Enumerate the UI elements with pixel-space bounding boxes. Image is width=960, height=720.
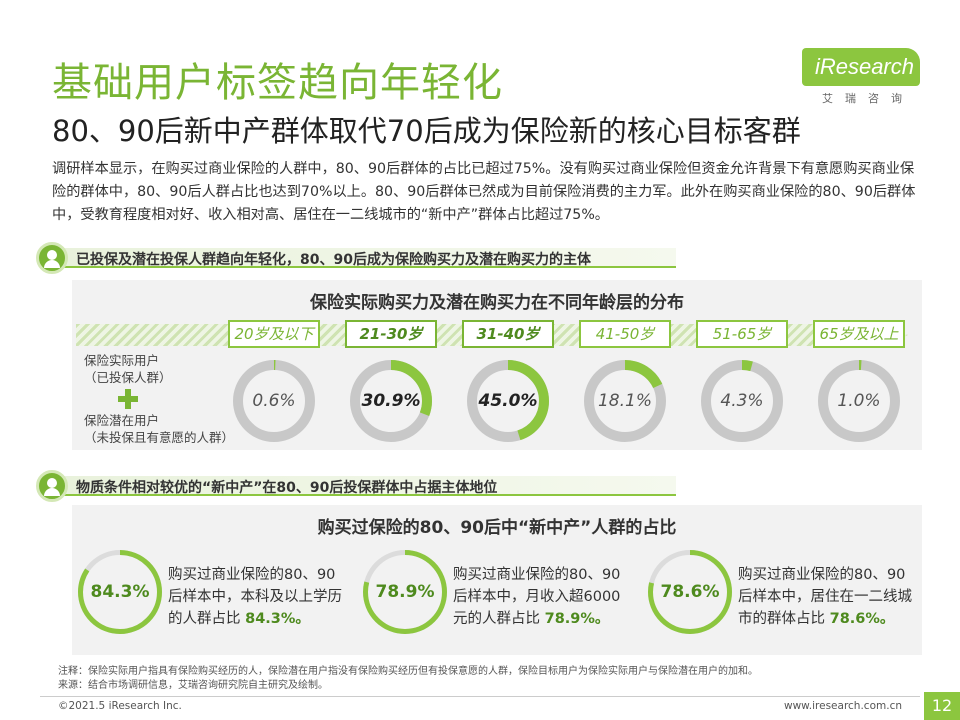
legend-potential-sub: （未投保且有意愿的人群）	[84, 430, 235, 445]
age-donut-ring-5	[818, 360, 900, 442]
age-donut-0: 0.6%	[233, 360, 315, 442]
intro-paragraph: 调研样本显示，在购买过商业保险的人群中，80、90后群体的占比已超过75%。没有…	[52, 161, 916, 223]
age-donut-label-4: 4.3%	[720, 391, 764, 411]
age-donut-ring-1-arc	[350, 360, 432, 442]
age-donut-ring-2-arc	[467, 360, 549, 442]
card-highlight-0: 84.3%。	[245, 611, 310, 627]
user-icon	[36, 470, 68, 502]
copyright: ©2021.5 iResearch Inc.	[58, 700, 182, 712]
age-donut-label-3: 18.1%	[597, 391, 652, 411]
age-tab-2: 31-40岁	[462, 320, 554, 348]
page-subtitle: 80、90后新中产群体取代70后成为保险新的核心目标客群	[52, 114, 801, 148]
page-title: 基础用户标签趋向年轻化	[52, 60, 503, 106]
footnote-source: 来源：结合市场调研信息，艾瑞咨询研究院自主研究及绘制。	[58, 680, 328, 691]
section2-bar	[60, 476, 676, 496]
age-donut-ring-5-arc	[818, 360, 900, 442]
section1-label: 已投保及潜在投保人群趋向年轻化，80、90后成为保险购买力及潜在购买力的主体	[76, 252, 591, 268]
age-donut-ring-4-arc	[701, 360, 783, 442]
age-donut-1: 30.9%	[350, 360, 432, 442]
website-link[interactable]: www.iresearch.com.cn	[783, 700, 902, 712]
age-donut-5: 1.0%	[818, 360, 900, 442]
age-donut-ring-0	[233, 360, 315, 442]
legend-potential: 保险潜在用户 （未投保且有意愿的人群）	[84, 412, 234, 446]
age-donut-4: 4.3%	[701, 360, 783, 442]
age-tab-4: 51-65岁	[696, 320, 788, 348]
card-donut-ring-2	[648, 550, 732, 634]
card-text-1: 购买过商业保险的80、90后样本中，月收入超6000元的人群占比 78.9%。	[453, 564, 633, 630]
age-donut-label-2: 45.0%	[478, 391, 538, 411]
legend-actual-label: 保险实际用户	[84, 353, 160, 368]
logo-badge	[802, 48, 920, 86]
card-donut-ring-0	[78, 550, 162, 634]
card-text-2: 购买过商业保险的80、90后样本中，居住在一二线城市的群体占比 78.6%。	[738, 564, 918, 630]
card-donut-1: 78.9%	[363, 550, 447, 634]
stat-card-0: 84.3% 购买过商业保险的80、90后样本中，本科及以上学历的人群占比 84.3…	[78, 550, 350, 634]
plus-icon	[118, 389, 138, 409]
card-highlight-1: 78.9%。	[544, 611, 610, 627]
stat-card-2: 78.6% 购买过商业保险的80、90后样本中，居住在一二线城市的群体占比 78.…	[648, 550, 920, 634]
card-donut-ring-1	[363, 550, 447, 634]
footnote: 注释：保险实际用户指具有保险购买经历的人，保险潜在用户指没有保险购买经历但有投保…	[58, 665, 758, 693]
section1-bar	[60, 248, 676, 268]
legend-potential-label: 保险潜在用户	[84, 413, 160, 428]
age-tab-5: 65岁及以上	[813, 320, 905, 348]
age-donut-label-1: 30.9%	[361, 391, 421, 411]
age-donut-ring-0-arc	[233, 360, 315, 442]
card-donut-ring-0-arc	[78, 550, 162, 634]
logo-cn: 艾瑞咨询	[822, 92, 914, 105]
legend-actual: 保险实际用户 （已投保人群）	[84, 352, 172, 386]
card-donut-2: 78.6%	[648, 550, 732, 634]
footer-divider	[40, 696, 920, 697]
card-desc-1: 购买过商业保险的80、90后样本中，月收入超6000元的人群占比	[453, 567, 621, 627]
iresearch-logo: iResearch 艾瑞咨询	[780, 48, 920, 108]
legend-actual-sub: （已投保人群）	[84, 370, 172, 385]
chart2-title: 购买过保险的80、90后中“新中产”人群的占比	[317, 518, 677, 538]
card-value-0: 84.3%	[90, 582, 150, 602]
card-donut-0: 84.3%	[78, 550, 162, 634]
age-tab-1: 21-30岁	[345, 320, 437, 348]
section2-header: 物质条件相对较优的“新中产”在80、90后投保群体中占据主体地位	[36, 470, 676, 502]
age-donut-ring-3	[584, 360, 666, 442]
section2-label: 物质条件相对较优的“新中产”在80、90后投保群体中占据主体地位	[76, 480, 498, 496]
age-tab-0: 20岁及以下	[228, 320, 320, 348]
age-donut-3: 18.1%	[584, 360, 666, 442]
card-value-2: 78.6%	[660, 582, 720, 602]
card-donut-ring-1-arc	[363, 550, 447, 634]
card-value-1: 78.9%	[375, 582, 435, 602]
user-icon	[36, 242, 68, 274]
card-desc-0: 购买过商业保险的80、90后样本中，本科及以上学历的人群占比	[168, 567, 342, 627]
age-donut-ring-2	[467, 360, 549, 442]
card-desc-2: 购买过商业保险的80、90后样本中，居住在一二线城市的群体占比	[738, 567, 912, 627]
stat-card-1: 78.9% 购买过商业保险的80、90后样本中，月收入超6000元的人群占比 78…	[363, 550, 635, 634]
page-number: 12	[924, 692, 960, 720]
chart1-title: 保险实际购买力及潜在购买力在不同年龄层的分布	[310, 293, 684, 313]
footnote-note: 注释：保险实际用户指具有保险购买经历的人，保险潜在用户指没有保险购买经历但有投保…	[58, 666, 758, 677]
age-donut-label-0: 0.6%	[252, 391, 296, 411]
card-donut-ring-2-arc	[648, 550, 732, 634]
age-donut-label-5: 1.0%	[837, 391, 881, 411]
age-donut-ring-1	[350, 360, 432, 442]
card-highlight-2: 78.6%。	[829, 611, 895, 627]
age-donut-ring-3-arc	[584, 360, 666, 442]
card-text-0: 购买过商业保险的80、90后样本中，本科及以上学历的人群占比 84.3%。	[168, 564, 348, 630]
age-donut-2: 45.0%	[467, 360, 549, 442]
age-tab-3: 41-50岁	[579, 320, 671, 348]
section1-header: 已投保及潜在投保人群趋向年轻化，80、90后成为保险购买力及潜在购买力的主体	[36, 242, 676, 274]
logo-text: iResearch	[814, 54, 914, 79]
age-donut-ring-4	[701, 360, 783, 442]
new-middle-class-panel: 购买过保险的80、90后中“新中产”人群的占比	[72, 505, 922, 655]
